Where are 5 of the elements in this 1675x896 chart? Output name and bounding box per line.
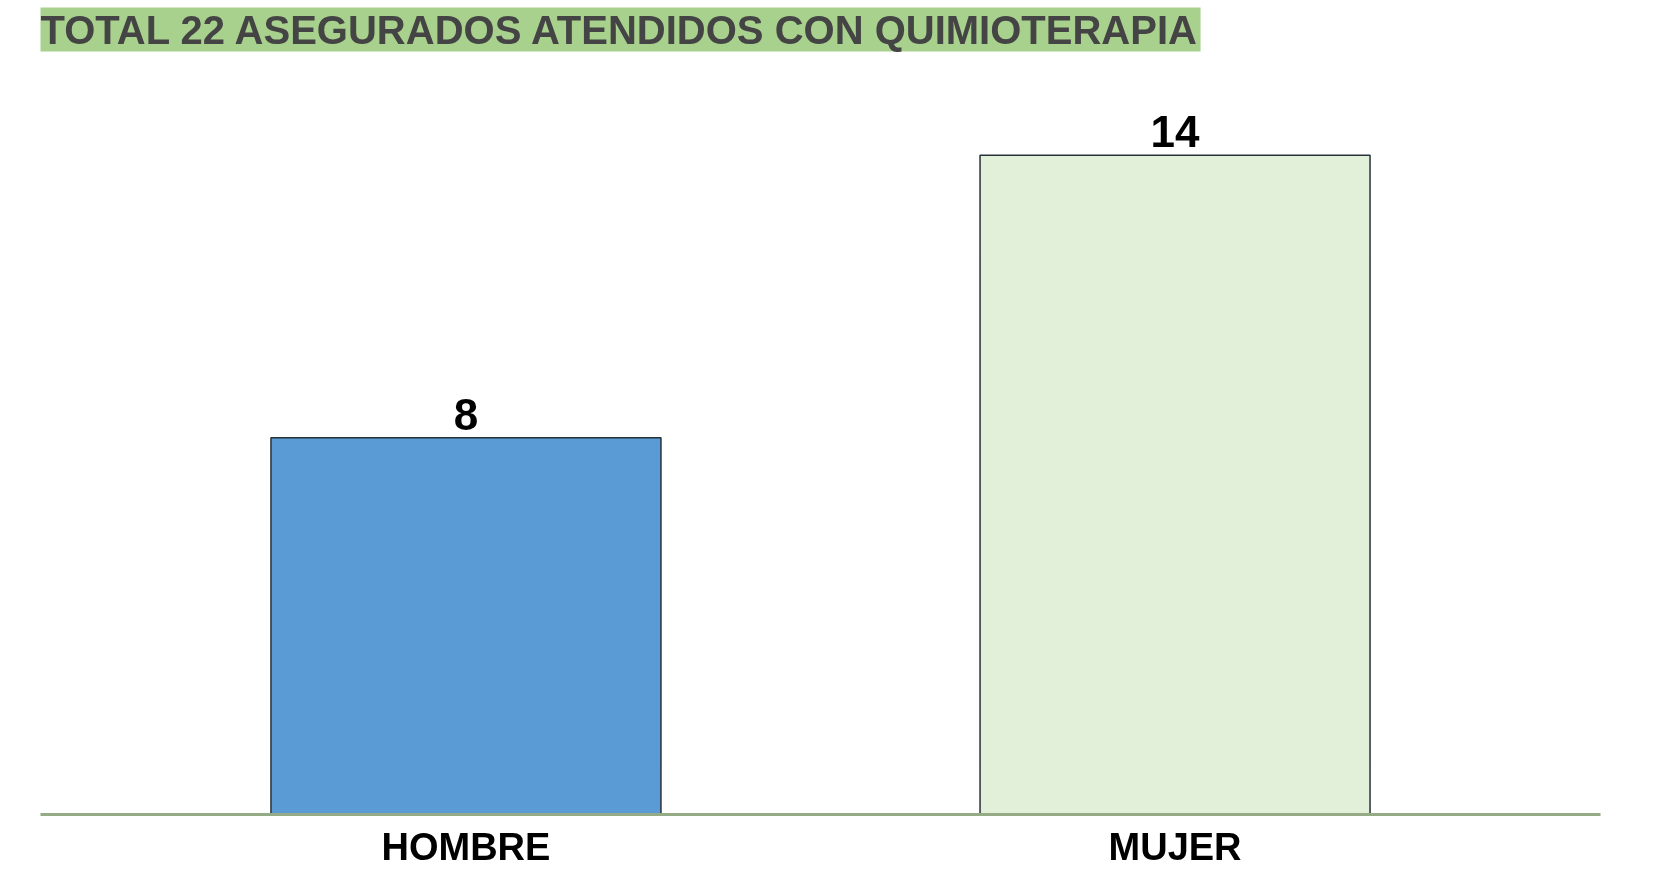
x-tick-label: MUJER — [1108, 825, 1242, 868]
chart-title: TOTAL 22 ASEGURADOS ATENDIDOS CON QUIMIOTERAPIA — [40, 7, 1197, 52]
data-label: 14 — [1150, 107, 1201, 157]
x-tick-label: HOMBRE — [381, 825, 551, 868]
data-label: 8 — [453, 389, 479, 439]
